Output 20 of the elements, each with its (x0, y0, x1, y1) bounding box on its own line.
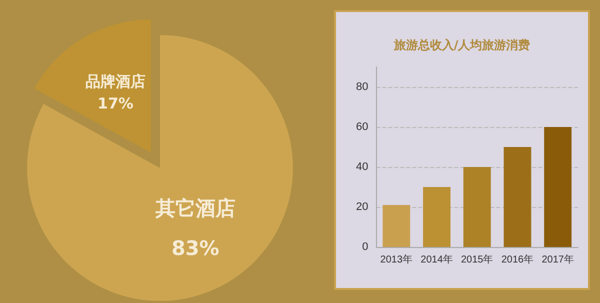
bar (544, 127, 572, 247)
slice-label: 其它酒店 (154, 196, 236, 220)
y-tick-label: 60 (356, 121, 368, 133)
x-tick-label: 2017年 (542, 254, 574, 266)
bar (423, 187, 450, 247)
x-tick-label: 2015年 (460, 254, 494, 266)
data-label: 83% (171, 236, 220, 260)
data-label: 17% (98, 94, 134, 113)
y-tick-label: 40 (356, 161, 368, 173)
slice-label: 品牌酒店 (85, 72, 146, 91)
x-tick-label: 2013年 (380, 254, 413, 266)
bar (504, 147, 532, 247)
y-tick-label: 0 (362, 241, 368, 253)
y-tick-label: 80 (356, 81, 368, 93)
bar (382, 205, 410, 247)
y-tick-label: 20 (356, 201, 368, 213)
x-tick-label: 2014年 (420, 254, 453, 266)
chart-title: 旅游总收入/人均旅游消费 (392, 38, 530, 52)
bar (463, 167, 491, 247)
x-tick-label: 2016年 (501, 254, 534, 266)
